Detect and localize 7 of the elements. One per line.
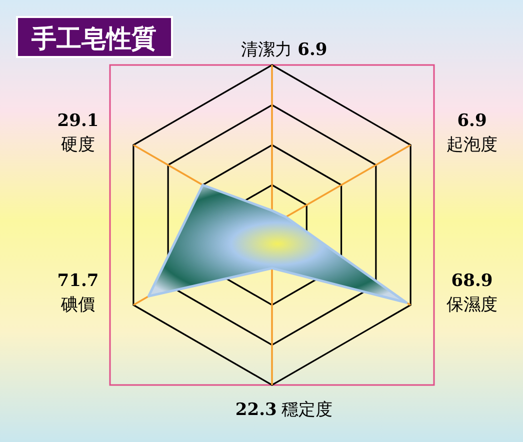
spoke-label: 68.9 保濕度 bbox=[446, 271, 498, 314]
spoke-label: 6.9 起泡度 bbox=[446, 111, 498, 154]
spoke-label: 清潔力 6.9 bbox=[240, 40, 328, 60]
spoke-label: 71.7 碘價 bbox=[57, 271, 99, 314]
spoke-label: 22.3 穩定度 bbox=[235, 400, 333, 420]
chart-title: 手工皂性質 bbox=[30, 25, 156, 53]
spoke-label: 29.1 硬度 bbox=[57, 111, 99, 154]
